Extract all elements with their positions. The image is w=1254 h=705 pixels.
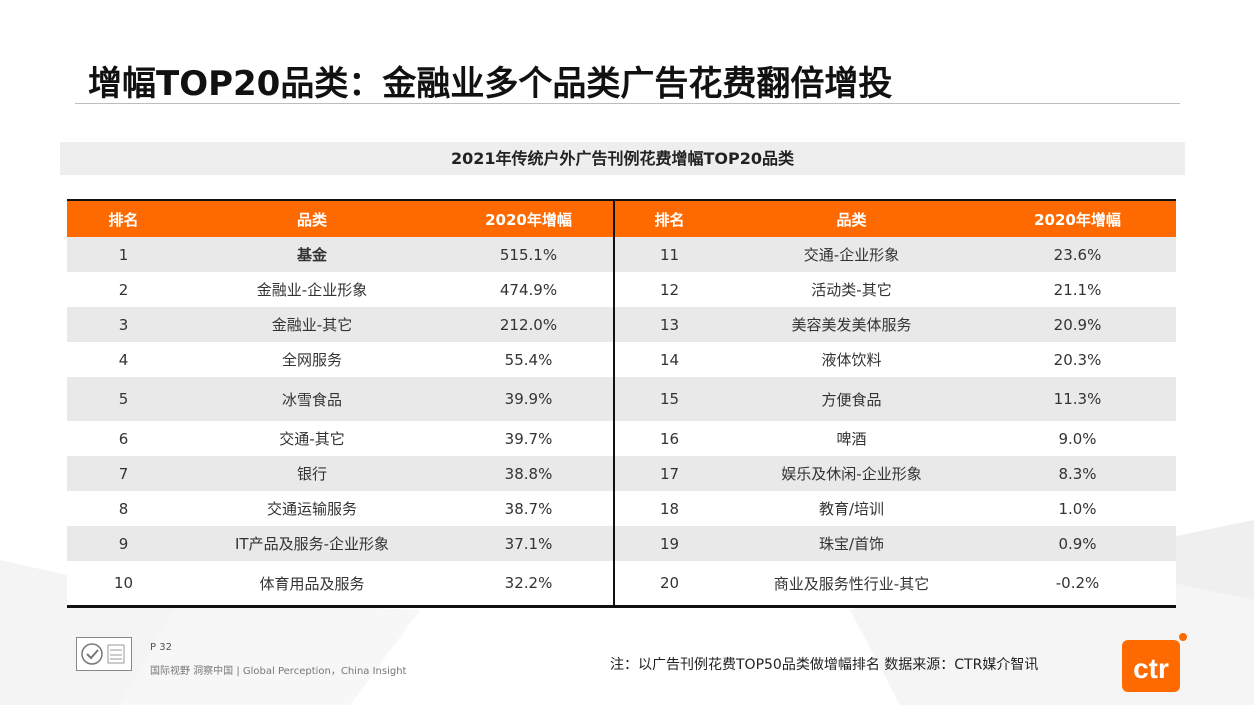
cell-category: 基金 xyxy=(180,237,444,272)
page-number: P 32 xyxy=(150,642,172,653)
cell-rank: 17 xyxy=(614,456,724,491)
cell-growth: 55.4% xyxy=(444,342,615,377)
cell-category: 交通-企业形象 xyxy=(724,237,979,272)
cell-category: 活动类-其它 xyxy=(724,272,979,307)
cell-rank: 9 xyxy=(67,526,180,561)
cell-category: 珠宝/首饰 xyxy=(724,526,979,561)
cell-growth: 20.9% xyxy=(979,307,1176,342)
table-row: 10 体育用品及服务 32.2% 20 商业及服务性行业-其它 -0.2% xyxy=(67,561,1176,605)
table-top-rule xyxy=(67,199,1176,202)
cell-category: IT产品及服务-企业形象 xyxy=(180,526,444,561)
cell-rank: 11 xyxy=(614,237,724,272)
cell-category: 方便食品 xyxy=(724,377,979,421)
title-divider xyxy=(75,103,1180,104)
cell-growth: 8.3% xyxy=(979,456,1176,491)
cell-growth: 21.1% xyxy=(979,272,1176,307)
cell-growth: 20.3% xyxy=(979,342,1176,377)
cell-growth: 23.6% xyxy=(979,237,1176,272)
cell-rank: 19 xyxy=(614,526,724,561)
footer-note: 注：以广告刊例花费TOP50品类做增幅排名 数据来源：CTR媒介智讯 xyxy=(610,657,1039,673)
cell-rank: 1 xyxy=(67,237,180,272)
header-category: 品类 xyxy=(180,201,444,237)
cell-rank: 7 xyxy=(67,456,180,491)
cell-rank: 3 xyxy=(67,307,180,342)
table-caption: 2021年传统户外广告刊例花费增幅TOP20品类 xyxy=(60,142,1185,175)
ranking-table: 排名 品类 2020年增幅 排名 品类 2020年增幅 1 基金 515.1% 11 交… xyxy=(67,201,1176,605)
cell-rank: 16 xyxy=(614,421,724,456)
cell-rank: 15 xyxy=(614,377,724,421)
cell-category: 啤酒 xyxy=(724,421,979,456)
cell-growth: 39.9% xyxy=(444,377,615,421)
header-rank: 排名 xyxy=(614,201,724,237)
cell-rank: 8 xyxy=(67,491,180,526)
cell-rank: 12 xyxy=(614,272,724,307)
table-row: 5 冰雪食品 39.9% 15 方便食品 11.3% xyxy=(67,377,1176,421)
cell-rank: 6 xyxy=(67,421,180,456)
header-rank: 排名 xyxy=(67,201,180,237)
cell-category: 冰雪食品 xyxy=(180,377,444,421)
page-title: 增幅TOP20品类：金融业多个品类广告花费翻倍增投 xyxy=(88,64,893,104)
cell-category: 商业及服务性行业-其它 xyxy=(724,561,979,605)
cell-growth: 39.7% xyxy=(444,421,615,456)
table-row: 7 银行 38.8% 17 娱乐及休闲-企业形象 8.3% xyxy=(67,456,1176,491)
table-row: 3 金融业-其它 212.0% 13 美容美发美体服务 20.9% xyxy=(67,307,1176,342)
cell-rank: 4 xyxy=(67,342,180,377)
cell-category: 娱乐及休闲-企业形象 xyxy=(724,456,979,491)
table-row: 8 交通运输服务 38.7% 18 教育/培训 1.0% xyxy=(67,491,1176,526)
cell-category: 液体饮料 xyxy=(724,342,979,377)
cell-rank: 14 xyxy=(614,342,724,377)
cell-growth: 38.8% xyxy=(444,456,615,491)
cell-category: 体育用品及服务 xyxy=(180,561,444,605)
cell-category: 金融业-其它 xyxy=(180,307,444,342)
cell-growth: 38.7% xyxy=(444,491,615,526)
cell-category: 教育/培训 xyxy=(724,491,979,526)
cell-rank: 20 xyxy=(614,561,724,605)
header-category: 品类 xyxy=(724,201,979,237)
cell-growth: 32.2% xyxy=(444,561,615,605)
cell-growth: 212.0% xyxy=(444,307,615,342)
cell-category: 美容美发美体服务 xyxy=(724,307,979,342)
cell-growth: 1.0% xyxy=(979,491,1176,526)
table-row: 9 IT产品及服务-企业形象 37.1% 19 珠宝/首饰 0.9% xyxy=(67,526,1176,561)
cell-category: 全网服务 xyxy=(180,342,444,377)
certification-logo xyxy=(76,637,132,671)
cell-growth: -0.2% xyxy=(979,561,1176,605)
header-growth: 2020年增幅 xyxy=(979,201,1176,237)
cell-category: 交通-其它 xyxy=(180,421,444,456)
cell-rank: 13 xyxy=(614,307,724,342)
cell-growth: 474.9% xyxy=(444,272,615,307)
cell-growth: 11.3% xyxy=(979,377,1176,421)
cell-growth: 515.1% xyxy=(444,237,615,272)
cell-growth: 0.9% xyxy=(979,526,1176,561)
footer-tagline: 国际视野 洞察中国 | Global Perception，China Insi… xyxy=(150,666,407,677)
cell-rank: 5 xyxy=(67,377,180,421)
cell-growth: 9.0% xyxy=(979,421,1176,456)
table-row: 4 全网服务 55.4% 14 液体饮料 20.3% xyxy=(67,342,1176,377)
cell-rank: 18 xyxy=(614,491,724,526)
cell-category: 金融业-企业形象 xyxy=(180,272,444,307)
header-growth: 2020年增幅 xyxy=(444,201,615,237)
cell-rank: 2 xyxy=(67,272,180,307)
table-row: 2 金融业-企业形象 474.9% 12 活动类-其它 21.1% xyxy=(67,272,1176,307)
ctr-logo: ctr xyxy=(1122,633,1187,692)
table-header-row: 排名 品类 2020年增幅 排名 品类 2020年增幅 xyxy=(67,201,1176,237)
cell-category: 银行 xyxy=(180,456,444,491)
table-row: 1 基金 515.1% 11 交通-企业形象 23.6% xyxy=(67,237,1176,272)
svg-text:ctr: ctr xyxy=(1133,653,1169,684)
table-row: 6 交通-其它 39.7% 16 啤酒 9.0% xyxy=(67,421,1176,456)
cell-growth: 37.1% xyxy=(444,526,615,561)
cell-category: 交通运输服务 xyxy=(180,491,444,526)
table-bottom-rule xyxy=(67,605,1176,608)
cell-rank: 10 xyxy=(67,561,180,605)
ranking-table-container: 排名 品类 2020年增幅 排名 品类 2020年增幅 1 基金 515.1% 11 交… xyxy=(67,201,1176,605)
